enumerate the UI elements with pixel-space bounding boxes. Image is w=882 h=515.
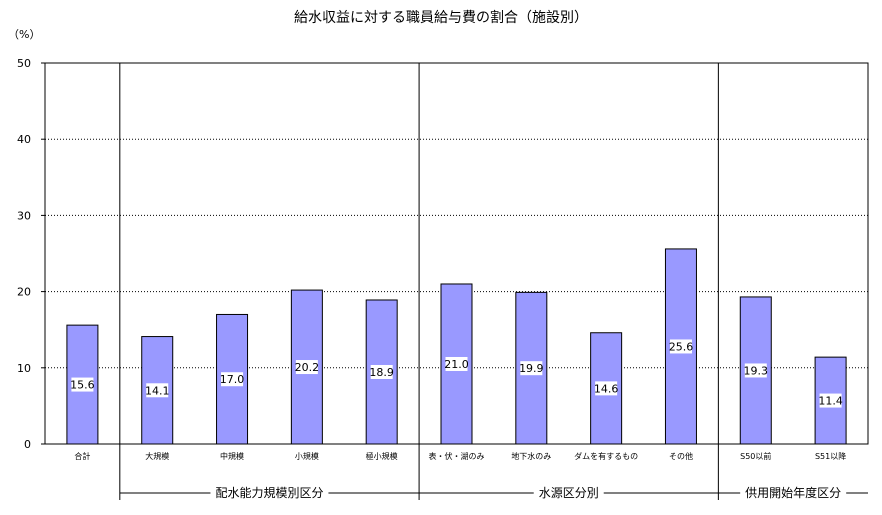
y-tick-label: 0 — [24, 438, 31, 451]
data-label: 21.0 — [444, 358, 469, 371]
y-tick-label: 20 — [17, 286, 31, 299]
data-label: 18.9 — [369, 366, 394, 379]
data-label-box — [221, 372, 244, 387]
category-label: 小規模 — [295, 451, 319, 461]
labels: 0 10 20 30 40 50 15.6 合計 14.1 大規模 17.0 中規模 20.2 小規模 18… — [17, 57, 846, 500]
data-label: 15.6 — [70, 379, 95, 392]
data-label: 19.3 — [744, 364, 769, 377]
data-label-box — [819, 393, 842, 408]
data-label-box — [445, 356, 468, 371]
data-label: 17.0 — [220, 373, 245, 386]
y-tick-label: 10 — [17, 362, 31, 375]
data-label-box — [370, 364, 393, 379]
group-label: 水源区分別 — [539, 486, 599, 500]
data-label: 19.9 — [519, 362, 544, 375]
category-label: 地下水のみ — [511, 451, 551, 461]
chart-title: 給水収益に対する職員給与費の割合（施設別） — [294, 9, 588, 26]
category-label: S50以前 — [740, 451, 771, 461]
y-tick-label: 40 — [17, 133, 31, 146]
category-label: 極小規模 — [366, 451, 398, 461]
y-tick-label: 30 — [17, 209, 31, 222]
group-label: 供用開始年度区分 — [745, 485, 841, 500]
data-label-box — [595, 381, 618, 396]
data-label: 11.4 — [818, 395, 843, 408]
category-label: 中規模 — [220, 451, 244, 461]
y-axis-unit-label: （%） — [8, 28, 40, 41]
axes — [41, 62, 869, 500]
group-label: 配水能力規模別区分 — [215, 485, 323, 500]
data-label: 14.6 — [594, 382, 619, 395]
data-label: 20.2 — [295, 361, 320, 374]
category-label: その他 — [669, 451, 693, 461]
data-label-box — [146, 383, 169, 398]
category-label: 表・伏・湖のみ — [429, 451, 485, 461]
data-label: 25.6 — [669, 340, 694, 353]
data-label-box — [669, 339, 692, 354]
bars — [66, 248, 847, 445]
plot-frame — [44, 62, 869, 445]
y-tick-label: 50 — [17, 57, 31, 70]
category-label: 合計 — [74, 451, 90, 461]
data-label-box — [71, 377, 94, 392]
data-label-box — [744, 363, 767, 378]
category-label: ダムを有するもの — [574, 451, 638, 461]
data-label: 14.1 — [145, 384, 170, 397]
data-label-box — [520, 361, 543, 376]
category-label: S51以降 — [815, 451, 846, 461]
category-label: 大規模 — [145, 451, 169, 461]
data-label-box — [295, 360, 318, 375]
